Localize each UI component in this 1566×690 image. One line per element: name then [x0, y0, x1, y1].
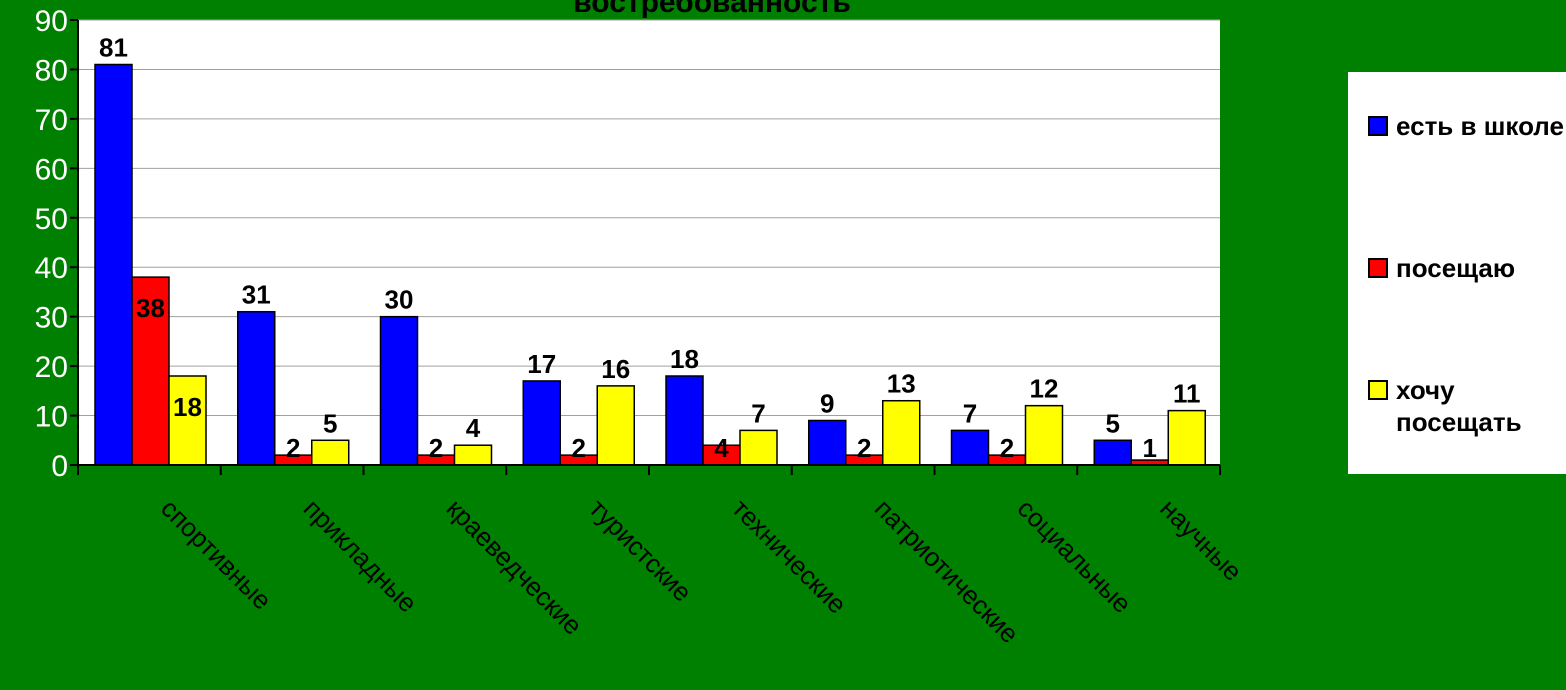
data-label: 7: [751, 398, 765, 428]
legend-swatch: [1368, 380, 1388, 400]
data-label: 9: [820, 389, 834, 419]
y-tick-label: 70: [35, 104, 68, 137]
bar-3: [882, 399, 921, 466]
data-label: 1: [1143, 433, 1157, 463]
x-tick-label: социальные: [1012, 493, 1138, 619]
legend-swatch: [1368, 258, 1388, 278]
bar-3: [739, 429, 778, 466]
x-tick-label: туристские: [583, 493, 697, 607]
data-label: 17: [527, 349, 556, 379]
bar-1: [665, 375, 704, 466]
data-label: 30: [385, 285, 414, 315]
legend: есть в школе посещаю хочу посещать: [1348, 72, 1566, 474]
bar-1: [1093, 439, 1132, 466]
y-tick-label: 90: [35, 5, 68, 38]
bar-1: [950, 429, 990, 466]
y-tick-label: 50: [35, 203, 68, 236]
data-label: 38: [136, 293, 165, 323]
bar-2: [131, 276, 170, 466]
data-label: 4: [466, 413, 481, 443]
data-label: 4: [714, 433, 729, 463]
data-label: 81: [99, 33, 128, 63]
bar-1: [94, 63, 133, 466]
x-tick-label: технические: [726, 493, 852, 619]
legend-label: посещаю: [1396, 253, 1516, 283]
x-tick-label: прикладные: [298, 493, 423, 618]
x-tick-label: краеведческие: [441, 493, 589, 641]
bar-1: [808, 419, 847, 466]
legend-item: хочу посещать: [1368, 374, 1564, 438]
y-tick-label: 60: [35, 153, 68, 186]
data-label: 2: [286, 433, 300, 463]
data-label: 31: [242, 280, 271, 310]
data-label: 2: [857, 433, 871, 463]
data-label: 2: [1000, 433, 1014, 463]
y-tick-label: 30: [35, 302, 68, 335]
y-tick-label: 10: [35, 401, 68, 434]
bar-1: [379, 315, 419, 466]
bar-1: [522, 380, 561, 466]
data-label: 18: [173, 392, 202, 422]
data-label: 2: [429, 433, 443, 463]
legend-swatch: [1368, 116, 1388, 136]
x-tick-label: спортивные: [155, 493, 277, 615]
bars: [94, 63, 1206, 466]
legend-label: есть в школе: [1396, 111, 1564, 141]
bar-3: [1024, 404, 1064, 466]
bar-3: [453, 444, 493, 466]
bar-3: [596, 385, 635, 466]
data-label: 2: [572, 433, 586, 463]
data-label: 16: [601, 354, 630, 384]
bar-1: [237, 310, 276, 466]
bar-3: [311, 439, 350, 466]
y-tick-label: 40: [35, 252, 68, 285]
data-label: 5: [1106, 408, 1120, 438]
bar-3: [1167, 409, 1206, 466]
data-label: 11: [1173, 379, 1201, 409]
data-label: 7: [963, 398, 977, 428]
chart-title: востребованность: [573, 0, 851, 19]
y-tick-label: 20: [35, 351, 68, 384]
data-label: 12: [1030, 374, 1059, 404]
legend-item: посещаю: [1368, 252, 1564, 284]
x-tick-label: научные: [1154, 493, 1248, 587]
data-label: 13: [887, 369, 916, 399]
x-tick-label: патриотические: [869, 493, 1025, 649]
y-tick-label: 0: [51, 450, 68, 483]
data-label: 18: [670, 344, 699, 374]
data-label: 5: [323, 408, 337, 438]
y-tick-label: 80: [35, 54, 68, 87]
legend-item: есть в школе: [1368, 110, 1564, 142]
legend-label: хочу посещать: [1396, 375, 1522, 437]
